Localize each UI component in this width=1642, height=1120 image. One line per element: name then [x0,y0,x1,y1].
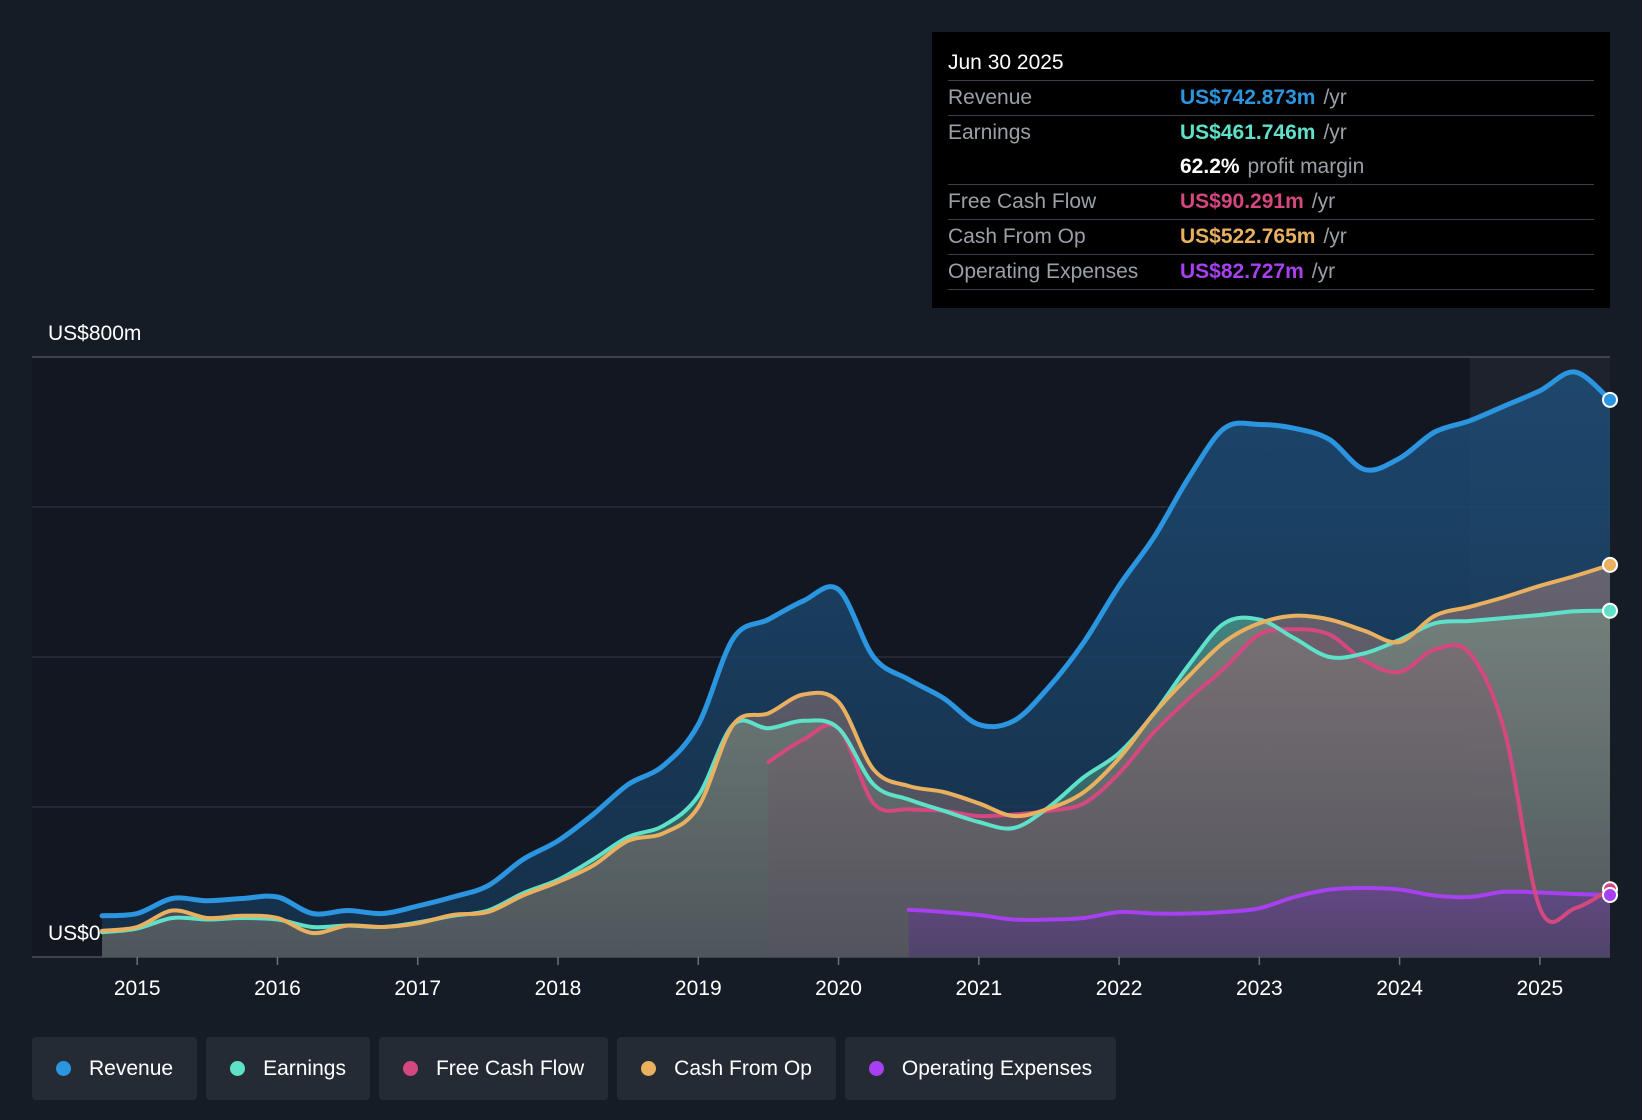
tooltip-row-fcf: Free Cash Flow US$90.291m /yr [948,185,1594,220]
tooltip-row-revenue: Revenue US$742.873m /yr [948,81,1594,116]
revenue-end-marker [1602,391,1618,408]
legend-item-earnings[interactable]: Earnings [206,1037,370,1100]
tooltip-unit: /yr [1323,86,1347,109]
operating-expenses-end-marker [1602,886,1618,903]
tooltip-row-earnings: Earnings US$461.746m /yr [948,116,1594,150]
x-tick-label: 2023 [1236,977,1283,1000]
x-tick-label: 2024 [1376,977,1423,1000]
chart: US$800m US$0 2015 2016 2017 2018 2019 2020 202… [32,322,1618,1000]
y-axis-bottom-label: US$0 [48,922,101,945]
revenue-line [99,369,1613,919]
tooltip-value: US$461.746m [1180,121,1316,144]
tooltip-row-opex: Operating Expenses US$82.727m /yr [948,255,1594,290]
tooltip-unit: /yr [1323,225,1347,248]
tooltip-margin-label: profit margin [1247,155,1365,178]
tooltip-label: Operating Expenses [948,260,1139,283]
x-tick-label: 2019 [675,977,722,1000]
tooltip-unit: /yr [1323,121,1347,144]
tooltip-value: US$742.873m [1180,86,1316,109]
legend-dot-icon [868,1061,884,1076]
tooltip-label: Earnings [948,121,1031,144]
tooltip-row-margin: 62.2% profit margin [948,150,1594,185]
tooltip-label: Cash From Op [948,225,1086,248]
legend-item-cash-from-op[interactable]: Cash From Op [617,1037,836,1100]
x-tick-label: 2018 [535,977,582,1000]
legend-dot-icon [402,1061,418,1076]
tooltip-date: Jun 30 2025 [948,46,1594,81]
free-cash-flow-line [766,627,1612,924]
x-tick-label: 2025 [1517,977,1564,1000]
x-tick-label: 2022 [1096,977,1143,1000]
tooltip-value: US$522.765m [1180,225,1316,248]
legend-item-free-cash-flow[interactable]: Free Cash Flow [378,1037,609,1100]
x-tick-label: 2016 [254,977,301,1000]
x-tick-label: 2021 [955,977,1002,1000]
operating-expenses-area [908,888,1610,957]
y-axis-top-label: US$800m [48,322,141,345]
legend-dot-icon [56,1061,71,1076]
legend-item-operating-expenses[interactable]: Operating Expenses [844,1037,1117,1100]
tooltip-value: US$82.727m [1180,260,1304,283]
cash-from-op-end-marker [1602,556,1618,573]
operating-expenses-line [906,886,1612,922]
tooltip-label: Revenue [948,86,1033,109]
legend-label: Earnings [263,1056,346,1080]
legend-dot-icon [641,1061,657,1076]
x-tick-label: 2015 [114,977,161,1000]
x-tick-label: 2020 [815,977,862,1000]
legend-item-revenue[interactable]: Revenue [32,1037,198,1100]
free-cash-flow-area [768,629,1610,957]
tooltip-label: Free Cash Flow [948,190,1097,213]
legend-label: Operating Expenses [901,1056,1093,1080]
tooltip-value: US$90.291m [1180,190,1304,213]
x-tick-label: 2017 [394,977,441,1000]
cash-from-op-line [100,562,1612,936]
tooltip-unit: /yr [1311,260,1336,283]
tooltip-row-cfo: Cash From Op US$522.765m /yr [948,220,1594,255]
legend-label: Revenue [89,1056,174,1080]
legend-dot-icon [230,1061,246,1076]
tooltip-margin-value: 62.2% [1180,155,1240,178]
legend-label: Free Cash Flow [435,1056,585,1080]
tooltip-unit: /yr [1311,190,1336,213]
x-axis: 2015 2016 2017 2018 2019 2020 2021 2022 2023 2024… [114,957,1563,1000]
data-tooltip: Jun 30 2025 Revenue US$742.873m /yr Earn… [932,32,1610,308]
tooltip-label-spacer [948,150,1180,184]
legend-label: Cash From Op [674,1056,812,1080]
legend: Revenue Earnings Free Cash Flow Cash Fro… [32,1037,1117,1100]
earnings-end-marker [1602,602,1618,619]
